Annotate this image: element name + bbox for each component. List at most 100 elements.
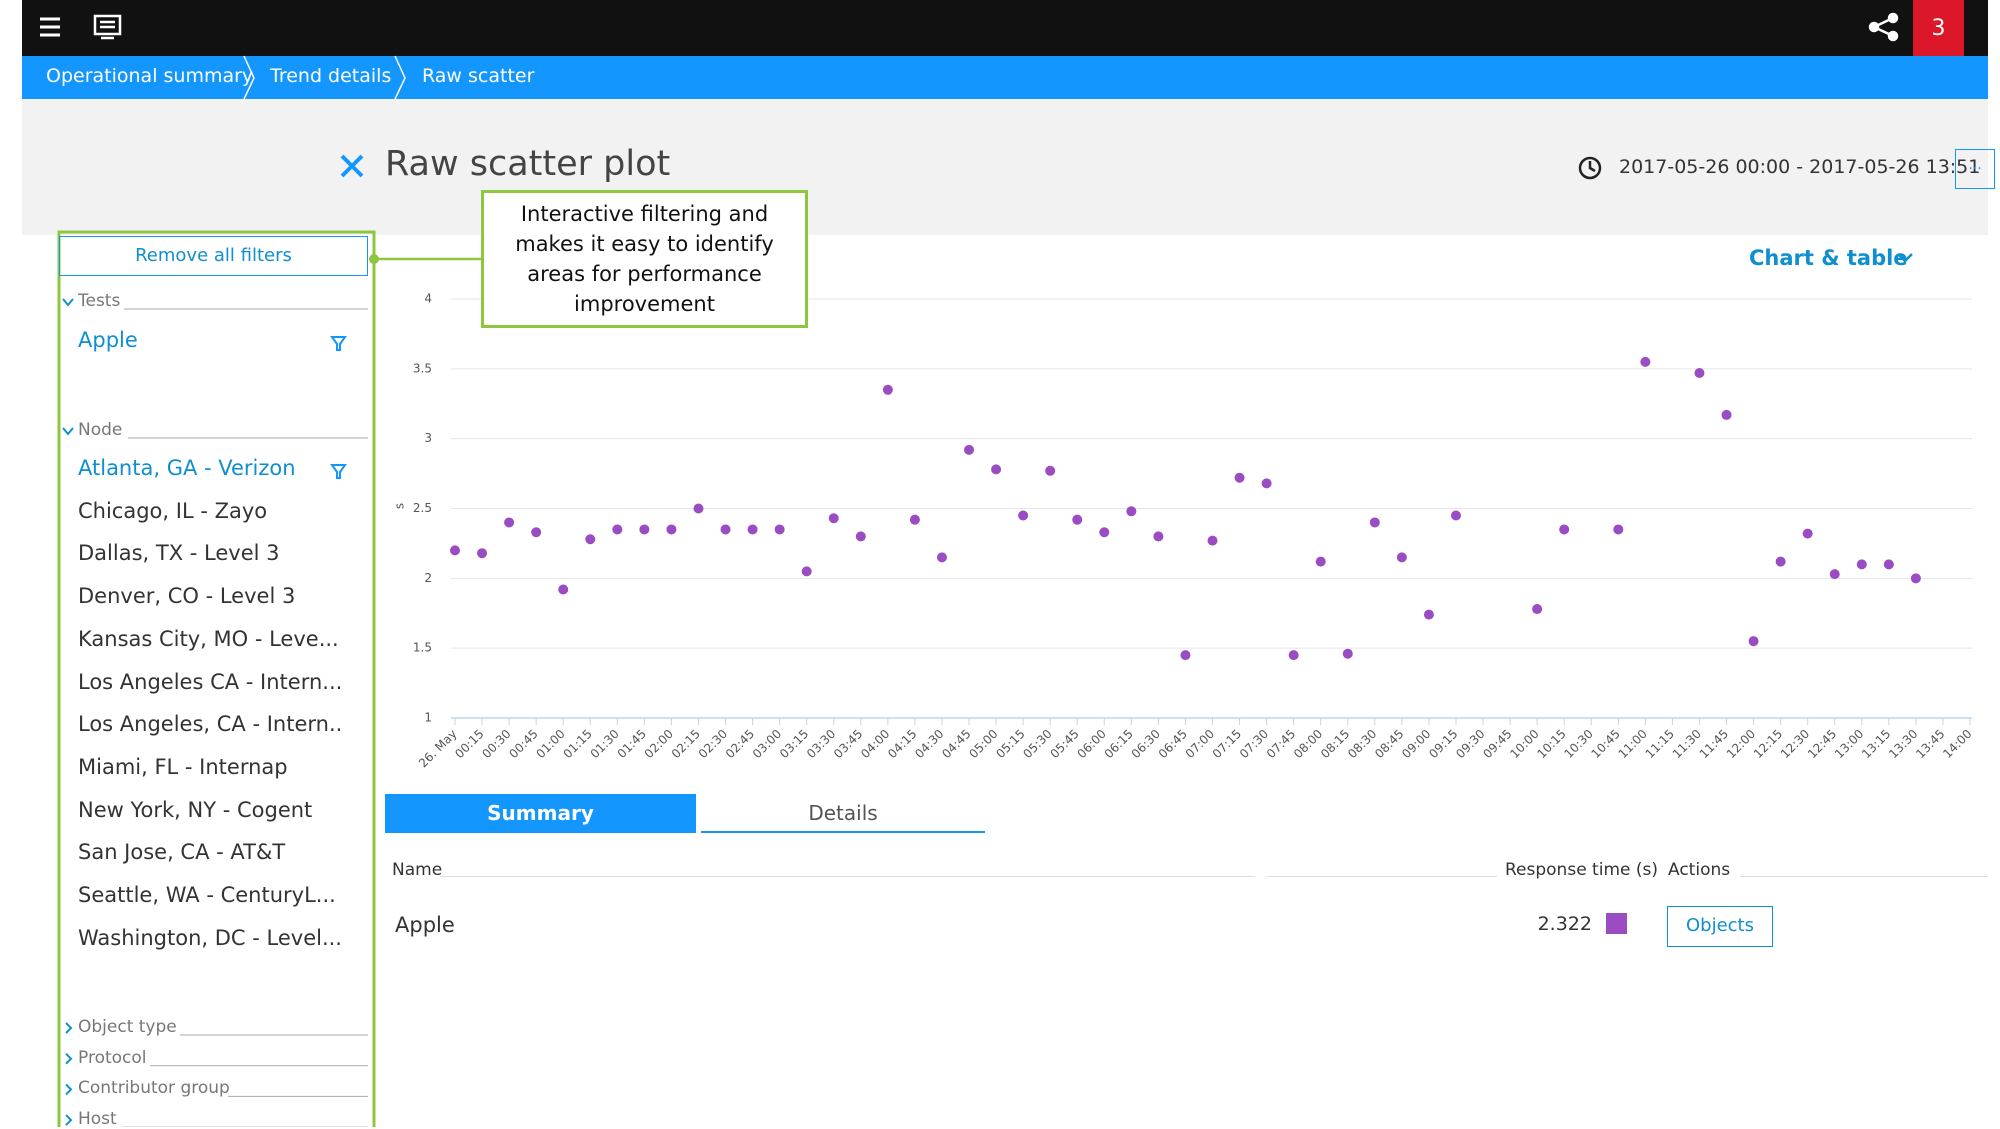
dropdown-chevron[interactable] bbox=[1897, 253, 1913, 263]
filter-item[interactable]: Denver, CO - Level 3 bbox=[78, 584, 296, 609]
x-tick-label: 13:15 bbox=[1859, 727, 1893, 761]
filter-item[interactable]: Washington, DC - Level... bbox=[78, 925, 342, 950]
x-tick-label: 00:15 bbox=[452, 727, 486, 761]
tab[interactable]: Details bbox=[701, 794, 985, 833]
point bbox=[612, 524, 623, 535]
x-tick-label: 03:15 bbox=[777, 727, 811, 761]
tab-active[interactable]: Summary bbox=[385, 794, 696, 833]
x-tick-label: 08:15 bbox=[1318, 727, 1352, 761]
point bbox=[1315, 556, 1326, 567]
point bbox=[1072, 514, 1083, 525]
y-tick-label: 2.5 bbox=[413, 501, 432, 515]
view-selector[interactable]: Chart & table bbox=[1749, 246, 1908, 270]
filter-item-selected[interactable]: Atlanta, GA - Verizon bbox=[78, 456, 296, 480]
point bbox=[801, 566, 812, 577]
notification-badge[interactable]: 3 bbox=[1931, 16, 1946, 41]
column-header: Actions bbox=[1668, 860, 1731, 880]
filter-item[interactable]: San Jose, CA - AT&T bbox=[78, 840, 286, 865]
x-tick-label: 05:00 bbox=[966, 727, 1000, 761]
point bbox=[531, 527, 542, 538]
point bbox=[1207, 535, 1218, 546]
point bbox=[1369, 517, 1380, 528]
point bbox=[1721, 409, 1732, 420]
point bbox=[666, 524, 677, 535]
point bbox=[1829, 569, 1840, 580]
point bbox=[964, 444, 975, 455]
section-header[interactable]: Tests bbox=[78, 291, 121, 311]
section-header[interactable]: Protocol bbox=[78, 1047, 147, 1068]
x-tick-label: 14:00 bbox=[1940, 727, 1974, 761]
y-tick-label: 4 bbox=[424, 292, 432, 306]
x-tick-label: 11:45 bbox=[1697, 727, 1731, 761]
menu-icon[interactable] bbox=[40, 17, 60, 37]
x-tick-label: 02:00 bbox=[642, 727, 676, 761]
point bbox=[1640, 356, 1651, 367]
time-range[interactable]: 2017-05-26 00:00 - 2017-05-26 13:51 bbox=[1619, 156, 1981, 178]
section-header[interactable]: Contributor group bbox=[78, 1078, 230, 1099]
x-tick-label: 13:30 bbox=[1886, 727, 1920, 761]
point bbox=[1423, 609, 1434, 620]
x-tick-label: 07:00 bbox=[1183, 727, 1217, 761]
filter-item[interactable]: Los Angeles, CA - Intern.. bbox=[78, 712, 343, 737]
point bbox=[774, 524, 785, 535]
x-tick-label: 11:30 bbox=[1670, 727, 1704, 761]
filter-item-selected[interactable]: Apple bbox=[78, 328, 138, 352]
remove-filters-button[interactable]: Remove all filters bbox=[59, 236, 368, 276]
filter-icon[interactable] bbox=[330, 336, 347, 479]
y-tick-label: 3.5 bbox=[413, 361, 432, 375]
filter-item[interactable]: Chicago, IL - Zayo bbox=[78, 498, 268, 523]
objects-button[interactable]: Objects bbox=[1667, 906, 1773, 947]
point bbox=[477, 548, 488, 559]
x-tick-label: 01:15 bbox=[561, 727, 595, 761]
section-header[interactable]: Node bbox=[78, 420, 123, 440]
x-tick-label: 09:15 bbox=[1426, 727, 1460, 761]
x-tick-label: 09:00 bbox=[1399, 727, 1433, 761]
filter-item[interactable]: Los Angeles CA - Intern... bbox=[78, 669, 343, 694]
point bbox=[1775, 556, 1786, 567]
x-tick-label: 07:45 bbox=[1264, 727, 1298, 761]
point bbox=[1694, 368, 1705, 379]
share-icon[interactable] bbox=[1868, 12, 1899, 42]
section-header[interactable]: Host bbox=[78, 1109, 117, 1129]
filter-item[interactable]: New York, NY - Cogent bbox=[78, 797, 313, 822]
breadcrumb[interactable]: Operational summary bbox=[46, 65, 254, 87]
section-header[interactable]: Object type bbox=[78, 1017, 177, 1037]
point bbox=[1018, 510, 1029, 521]
x-tick-label: 03:30 bbox=[804, 727, 838, 761]
x-tick-label: 06:45 bbox=[1156, 727, 1190, 761]
point bbox=[1883, 559, 1894, 570]
x-tick-label: 10:45 bbox=[1589, 727, 1623, 761]
breadcrumb-separator bbox=[243, 55, 406, 100]
point bbox=[1234, 472, 1245, 483]
filter-item[interactable]: Miami, FL - Internap bbox=[78, 754, 288, 779]
x-tick-label: 08:45 bbox=[1372, 727, 1406, 761]
point bbox=[1802, 528, 1813, 539]
filter-item[interactable]: Dallas, TX - Level 3 bbox=[78, 541, 280, 566]
x-tick-label: 11:00 bbox=[1616, 727, 1650, 761]
point bbox=[1856, 559, 1867, 570]
x-tick-label: 05:30 bbox=[1020, 727, 1054, 761]
point bbox=[909, 514, 920, 525]
x-tick-label: 06:15 bbox=[1102, 727, 1136, 761]
close-icon[interactable] bbox=[340, 154, 364, 178]
x-tick-label: 07:15 bbox=[1210, 727, 1244, 761]
x-tick-label: 04:15 bbox=[885, 727, 919, 761]
y-axis-label: s bbox=[393, 503, 407, 509]
filter-item[interactable]: Kansas City, MO - Leve... bbox=[78, 626, 339, 651]
more-button[interactable]: ... bbox=[1955, 149, 1995, 189]
x-tick-label: 02:15 bbox=[669, 727, 703, 761]
filter-item[interactable]: Seattle, WA - CenturyL... bbox=[78, 883, 336, 907]
point bbox=[639, 524, 650, 535]
x-tick-label: 03:45 bbox=[831, 727, 865, 761]
x-tick-label: 02:45 bbox=[723, 727, 757, 761]
x-tick-label: 12:00 bbox=[1724, 727, 1758, 761]
response-time: 2.322 bbox=[1537, 913, 1592, 935]
breadcrumb[interactable]: Trend details bbox=[270, 65, 392, 87]
x-tick-label: 10:15 bbox=[1534, 727, 1568, 761]
section-chevron bbox=[65, 1022, 73, 1034]
row-name: Apple bbox=[395, 913, 455, 937]
x-tick-label: 04:45 bbox=[939, 727, 973, 761]
point bbox=[1261, 478, 1272, 489]
monitor-icon[interactable] bbox=[93, 14, 122, 40]
section-chevron bbox=[65, 1114, 73, 1126]
